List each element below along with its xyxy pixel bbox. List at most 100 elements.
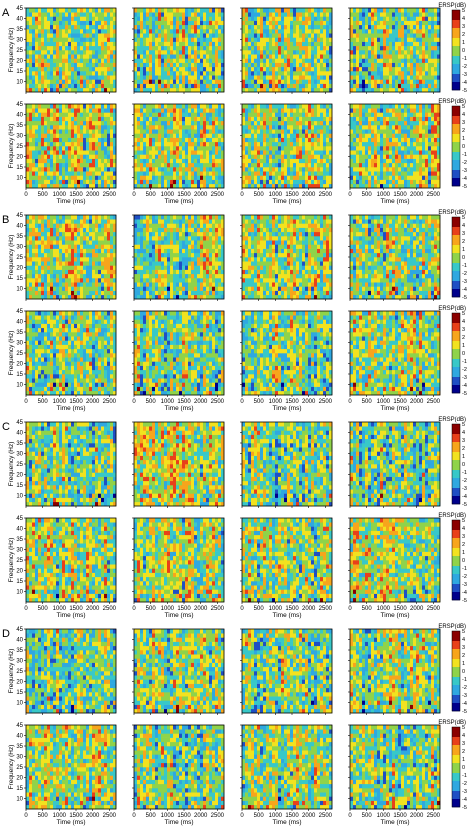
heatmap-cell bbox=[179, 150, 182, 155]
heatmap-cell bbox=[98, 175, 101, 180]
heatmap-cell bbox=[209, 167, 212, 172]
heatmap-cell bbox=[65, 50, 68, 55]
heatmap-cell bbox=[107, 154, 110, 159]
heatmap-cell bbox=[362, 75, 365, 80]
heatmap-cell bbox=[401, 112, 404, 117]
heatmap-cell bbox=[32, 180, 35, 185]
heatmap-cell bbox=[263, 79, 266, 84]
heatmap-cell bbox=[170, 75, 173, 80]
heatmap-cell bbox=[428, 117, 431, 122]
heatmap-cell bbox=[383, 16, 386, 21]
heatmap-cell bbox=[50, 12, 53, 17]
heatmap-cell bbox=[410, 71, 413, 76]
heatmap-cell bbox=[365, 50, 368, 55]
heatmap-cell bbox=[269, 133, 272, 138]
heatmap-cell bbox=[407, 79, 410, 84]
heatmap-cell bbox=[89, 129, 92, 134]
heatmap-cell bbox=[404, 33, 407, 38]
heatmap-cell bbox=[293, 42, 296, 47]
heatmap-cell bbox=[134, 79, 137, 84]
heatmap-cell bbox=[269, 50, 272, 55]
heatmap-cell bbox=[155, 104, 158, 109]
heatmap-cell bbox=[410, 33, 413, 38]
heatmap-cell bbox=[104, 50, 107, 55]
heatmap-cell bbox=[389, 154, 392, 159]
heatmap-cell bbox=[422, 138, 425, 143]
heatmap-cell bbox=[434, 25, 437, 30]
heatmap-cell bbox=[161, 167, 164, 172]
heatmap-cell bbox=[311, 163, 314, 168]
heatmap-cell bbox=[140, 180, 143, 185]
heatmap-cell bbox=[161, 54, 164, 59]
heatmap-cell bbox=[410, 146, 413, 151]
heatmap-cell bbox=[56, 58, 59, 63]
heatmap-cell bbox=[368, 129, 371, 134]
heatmap-cell bbox=[44, 58, 47, 63]
heatmap-cell bbox=[98, 71, 101, 76]
heatmap-cell bbox=[47, 154, 50, 159]
heatmap-cell bbox=[320, 42, 323, 47]
heatmap-cell bbox=[104, 142, 107, 147]
heatmap-cell bbox=[110, 159, 113, 164]
heatmap-cell bbox=[176, 8, 179, 13]
heatmap-cell bbox=[299, 63, 302, 68]
heatmap-cell bbox=[62, 75, 65, 80]
heatmap-cell bbox=[305, 159, 308, 164]
heatmap-cell bbox=[353, 163, 356, 168]
heatmap-cell bbox=[179, 16, 182, 21]
heatmap-cell bbox=[377, 142, 380, 147]
heatmap-cell bbox=[248, 108, 251, 113]
heatmap-cell bbox=[74, 42, 77, 47]
heatmap-cell bbox=[362, 12, 365, 17]
heatmap-cell bbox=[314, 112, 317, 117]
heatmap-cell bbox=[65, 46, 68, 51]
heatmap-cell bbox=[302, 159, 305, 164]
heatmap-cell bbox=[143, 25, 146, 30]
heatmap-cell bbox=[251, 129, 254, 134]
heatmap-cell bbox=[149, 171, 152, 176]
heatmap-cell bbox=[278, 171, 281, 176]
heatmap-cell bbox=[263, 37, 266, 42]
heatmap-cell bbox=[362, 146, 365, 151]
heatmap-cell bbox=[50, 25, 53, 30]
heatmap-cell bbox=[365, 29, 368, 34]
heatmap-cell bbox=[83, 104, 86, 109]
heatmap-cell bbox=[263, 21, 266, 26]
heatmap-cell bbox=[281, 163, 284, 168]
heatmap-cell bbox=[302, 71, 305, 76]
heatmap-cell bbox=[368, 71, 371, 76]
heatmap-cell bbox=[293, 75, 296, 80]
heatmap-cell bbox=[350, 104, 353, 109]
heatmap-cell bbox=[101, 42, 104, 47]
heatmap-cell bbox=[410, 142, 413, 147]
heatmap-cell bbox=[146, 75, 149, 80]
heatmap-cell bbox=[218, 50, 221, 55]
heatmap-cell bbox=[248, 121, 251, 126]
heatmap-cell bbox=[350, 37, 353, 42]
heatmap-cell bbox=[401, 21, 404, 26]
heatmap-cell bbox=[182, 117, 185, 122]
heatmap-cell bbox=[284, 180, 287, 185]
heatmap-cell bbox=[98, 154, 101, 159]
heatmap-cell bbox=[257, 112, 260, 117]
heatmap-cell bbox=[137, 46, 140, 51]
heatmap-cell bbox=[419, 16, 422, 21]
heatmap-cell bbox=[110, 63, 113, 68]
heatmap-cell bbox=[284, 129, 287, 134]
heatmap-cell bbox=[293, 58, 296, 63]
heatmap-cell bbox=[110, 79, 113, 84]
heatmap-cell bbox=[257, 167, 260, 172]
heatmap-cell bbox=[275, 121, 278, 126]
heatmap-cell bbox=[176, 104, 179, 109]
heatmap-cell bbox=[86, 154, 89, 159]
heatmap-cell bbox=[314, 154, 317, 159]
heatmap-cell bbox=[245, 154, 248, 159]
heatmap-cell bbox=[374, 75, 377, 80]
heatmap-cell bbox=[302, 146, 305, 151]
heatmap-cell bbox=[146, 58, 149, 63]
heatmap-cell bbox=[422, 16, 425, 21]
heatmap-cell bbox=[44, 150, 47, 155]
heatmap-cell bbox=[263, 112, 266, 117]
heatmap-cell bbox=[200, 121, 203, 126]
heatmap-cell bbox=[107, 46, 110, 51]
